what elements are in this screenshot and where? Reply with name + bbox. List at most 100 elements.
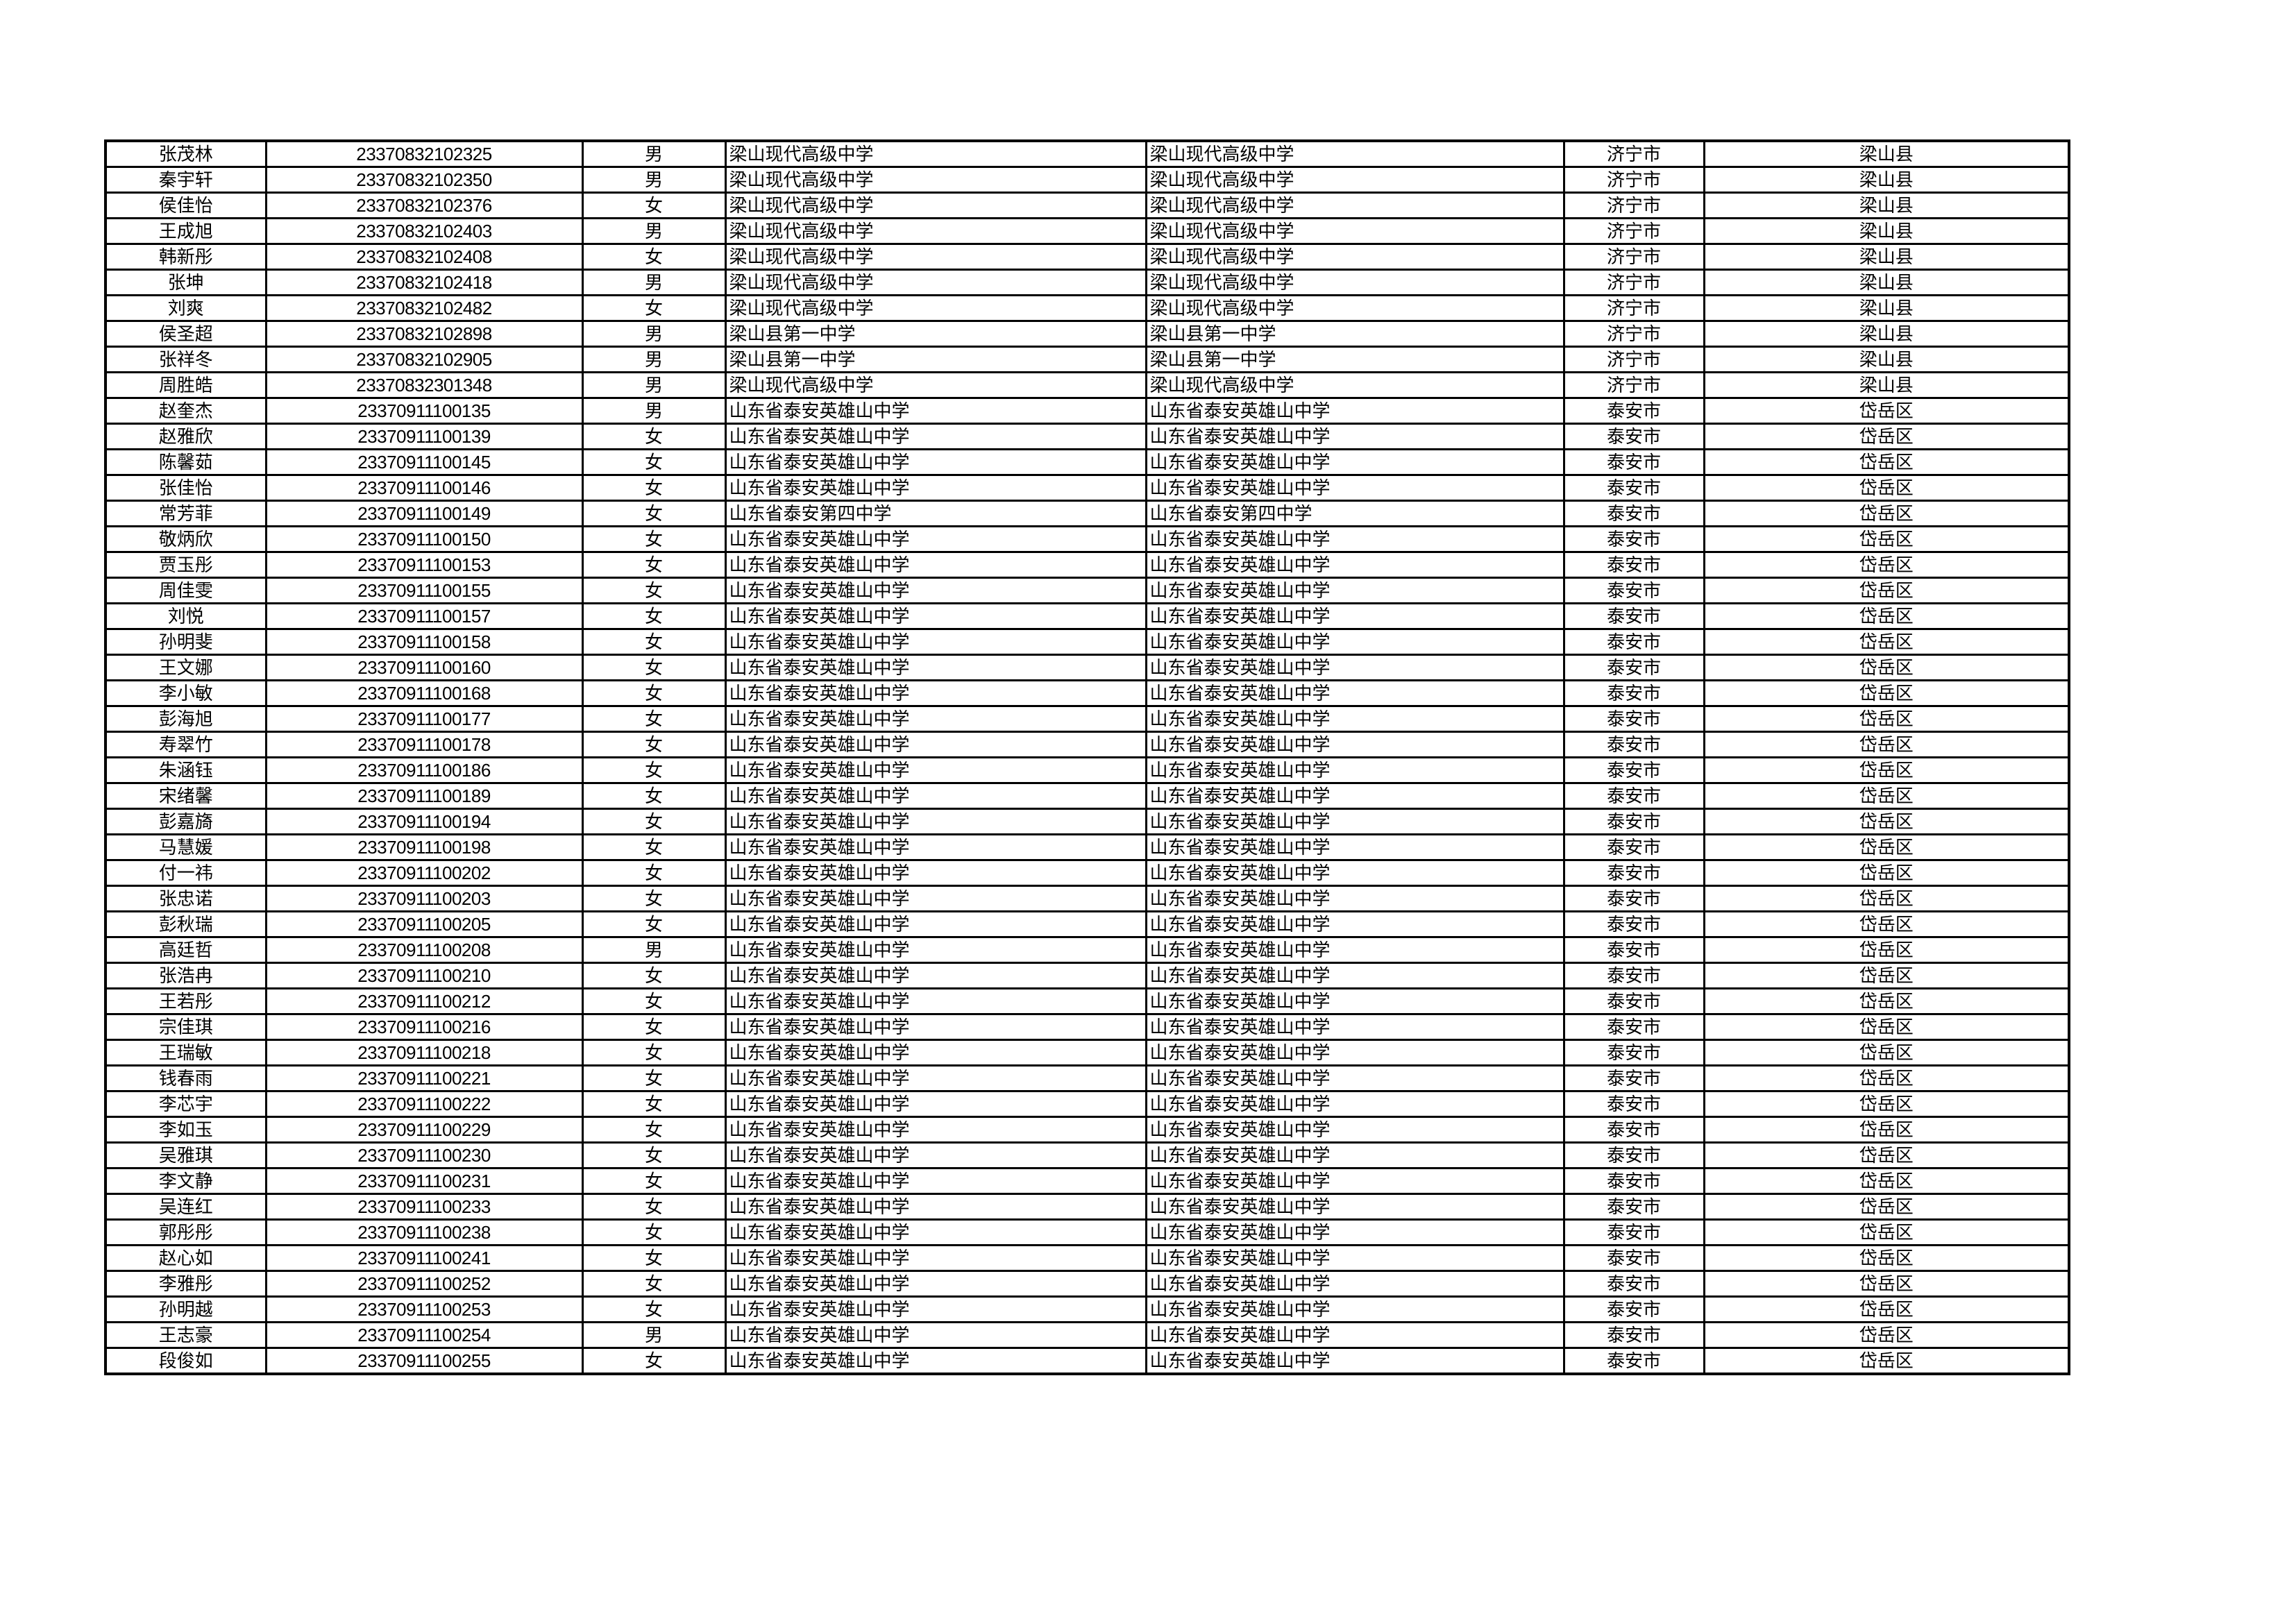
school-alt-cell: 山东省泰安英雄山中学: [1145, 1270, 1565, 1298]
school-cell: 梁山现代高级中学: [724, 243, 1147, 271]
city-cell: 泰安市: [1562, 756, 1705, 784]
city-cell: 泰安市: [1562, 500, 1705, 527]
exam-id-cell: 23370911100178: [264, 731, 584, 758]
name-cell: 孙明越: [104, 1295, 267, 1323]
name-cell: 宋绪馨: [104, 782, 267, 810]
school-alt-cell: 山东省泰安英雄山中学: [1145, 1013, 1565, 1041]
city-cell: 泰安市: [1562, 1270, 1705, 1298]
city-cell: 泰安市: [1562, 628, 1705, 656]
name-cell: 王瑞敏: [104, 1039, 267, 1067]
district-cell: 岱岳区: [1703, 1116, 2070, 1144]
school-cell: 山东省泰安英雄山中学: [724, 1064, 1147, 1092]
school-cell: 梁山县第一中学: [724, 320, 1147, 348]
gender-cell: 女: [581, 885, 727, 912]
school-alt-cell: 梁山县第一中学: [1145, 320, 1565, 348]
gender-cell: 男: [581, 371, 727, 399]
gender-cell: 女: [581, 705, 727, 733]
table-row: 郭彤彤 23370911100238 女山东省泰安英雄山中学 山东省泰安英雄山中学 泰安…: [104, 1218, 2070, 1246]
school-cell: 山东省泰安英雄山中学: [724, 1141, 1147, 1169]
exam-id-cell: 23370911100255: [264, 1347, 584, 1375]
school-alt-cell: 山东省泰安英雄山中学: [1145, 1295, 1565, 1323]
city-cell: 泰安市: [1562, 1141, 1705, 1169]
gender-cell: 女: [581, 423, 727, 450]
school-alt-cell: 山东省泰安英雄山中学: [1145, 1193, 1565, 1221]
school-cell: 山东省泰安英雄山中学: [724, 1116, 1147, 1144]
name-cell: 张浩冉: [104, 962, 267, 989]
city-cell: 泰安市: [1562, 1064, 1705, 1092]
gender-cell: 女: [581, 1193, 727, 1221]
table-row: 张坤 23370832102418 男梁山现代高级中学 梁山现代高级中学 济宁市 梁山县: [104, 269, 2070, 296]
table-row: 李雅彤 23370911100252 女山东省泰安英雄山中学 山东省泰安英雄山中学 泰安…: [104, 1270, 2070, 1298]
school-cell: 梁山县第一中学: [724, 346, 1147, 373]
table-row: 孙明越 23370911100253 女山东省泰安英雄山中学 山东省泰安英雄山中学 泰安…: [104, 1295, 2070, 1323]
school-cell: 山东省泰安第四中学: [724, 500, 1147, 527]
name-cell: 侯佳怡: [104, 192, 267, 219]
school-cell: 山东省泰安英雄山中学: [724, 910, 1147, 938]
school-alt-cell: 山东省泰安英雄山中学: [1145, 1218, 1565, 1246]
district-cell: 岱岳区: [1703, 448, 2070, 476]
exam-id-cell: 23370832102376: [264, 192, 584, 219]
gender-cell: 女: [581, 525, 727, 553]
school-alt-cell: 山东省泰安英雄山中学: [1145, 1141, 1565, 1169]
school-alt-cell: 山东省泰安英雄山中学: [1145, 654, 1565, 681]
school-alt-cell: 山东省泰安英雄山中学: [1145, 1090, 1565, 1118]
district-cell: 岱岳区: [1703, 833, 2070, 861]
table-row: 朱涵钰 23370911100186 女山东省泰安英雄山中学 山东省泰安英雄山中学 泰安…: [104, 756, 2070, 784]
school-alt-cell: 山东省泰安英雄山中学: [1145, 808, 1565, 835]
exam-id-cell: 23370832102482: [264, 294, 584, 322]
city-cell: 济宁市: [1562, 294, 1705, 322]
district-cell: 岱岳区: [1703, 1141, 2070, 1169]
table-row: 赵奎杰 23370911100135 男山东省泰安英雄山中学 山东省泰安英雄山中学 泰安…: [104, 397, 2070, 425]
city-cell: 泰安市: [1562, 962, 1705, 989]
city-cell: 泰安市: [1562, 551, 1705, 579]
city-cell: 泰安市: [1562, 1039, 1705, 1067]
name-cell: 常芳菲: [104, 500, 267, 527]
school-alt-cell: 山东省泰安英雄山中学: [1145, 1244, 1565, 1272]
exam-id-cell: 23370832102403: [264, 217, 584, 245]
school-cell: 梁山现代高级中学: [724, 166, 1147, 194]
exam-id-cell: 23370911100252: [264, 1270, 584, 1298]
name-cell: 王成旭: [104, 217, 267, 245]
district-cell: 岱岳区: [1703, 474, 2070, 502]
district-cell: 岱岳区: [1703, 1295, 2070, 1323]
city-cell: 泰安市: [1562, 859, 1705, 887]
district-cell: 岱岳区: [1703, 910, 2070, 938]
city-cell: 泰安市: [1562, 1244, 1705, 1272]
gender-cell: 女: [581, 243, 727, 271]
school-alt-cell: 山东省泰安英雄山中学: [1145, 962, 1565, 989]
table-row: 高廷哲 23370911100208 男山东省泰安英雄山中学 山东省泰安英雄山中学 泰安…: [104, 936, 2070, 964]
district-cell: 岱岳区: [1703, 1270, 2070, 1298]
exam-id-cell: 23370911100230: [264, 1141, 584, 1169]
exam-id-cell: 23370911100186: [264, 756, 584, 784]
name-cell: 高廷哲: [104, 936, 267, 964]
city-cell: 泰安市: [1562, 705, 1705, 733]
school-alt-cell: 山东省泰安英雄山中学: [1145, 782, 1565, 810]
school-cell: 山东省泰安英雄山中学: [724, 423, 1147, 450]
district-cell: 岱岳区: [1703, 1193, 2070, 1221]
school-alt-cell: 梁山现代高级中学: [1145, 217, 1565, 245]
exam-id-cell: 23370911100150: [264, 525, 584, 553]
city-cell: 泰安市: [1562, 679, 1705, 707]
table-row: 陈馨茹 23370911100145 女山东省泰安英雄山中学 山东省泰安英雄山中学 泰安…: [104, 448, 2070, 476]
name-cell: 李如玉: [104, 1116, 267, 1144]
gender-cell: 女: [581, 602, 727, 630]
city-cell: 济宁市: [1562, 269, 1705, 296]
city-cell: 泰安市: [1562, 1347, 1705, 1375]
name-cell: 付一祎: [104, 859, 267, 887]
school-alt-cell: 梁山县第一中学: [1145, 346, 1565, 373]
school-cell: 山东省泰安英雄山中学: [724, 1321, 1147, 1349]
exam-id-cell: 23370911100208: [264, 936, 584, 964]
city-cell: 泰安市: [1562, 448, 1705, 476]
district-cell: 岱岳区: [1703, 1347, 2070, 1375]
name-cell: 彭海旭: [104, 705, 267, 733]
gender-cell: 女: [581, 1116, 727, 1144]
table-row: 钱春雨 23370911100221 女山东省泰安英雄山中学 山东省泰安英雄山中学 泰安…: [104, 1064, 2070, 1092]
table-row: 秦宇轩 23370832102350 男梁山现代高级中学 梁山现代高级中学 济宁市 梁山县: [104, 166, 2070, 194]
exam-id-cell: 23370911100160: [264, 654, 584, 681]
table-row: 张祥冬 23370832102905 男梁山县第一中学 梁山县第一中学 济宁市 梁山县: [104, 346, 2070, 373]
city-cell: 泰安市: [1562, 1193, 1705, 1221]
gender-cell: 男: [581, 936, 727, 964]
table-row: 韩新彤 23370832102408 女梁山现代高级中学 梁山现代高级中学 济宁市 梁山县: [104, 243, 2070, 271]
gender-cell: 男: [581, 346, 727, 373]
district-cell: 梁山县: [1703, 166, 2070, 194]
